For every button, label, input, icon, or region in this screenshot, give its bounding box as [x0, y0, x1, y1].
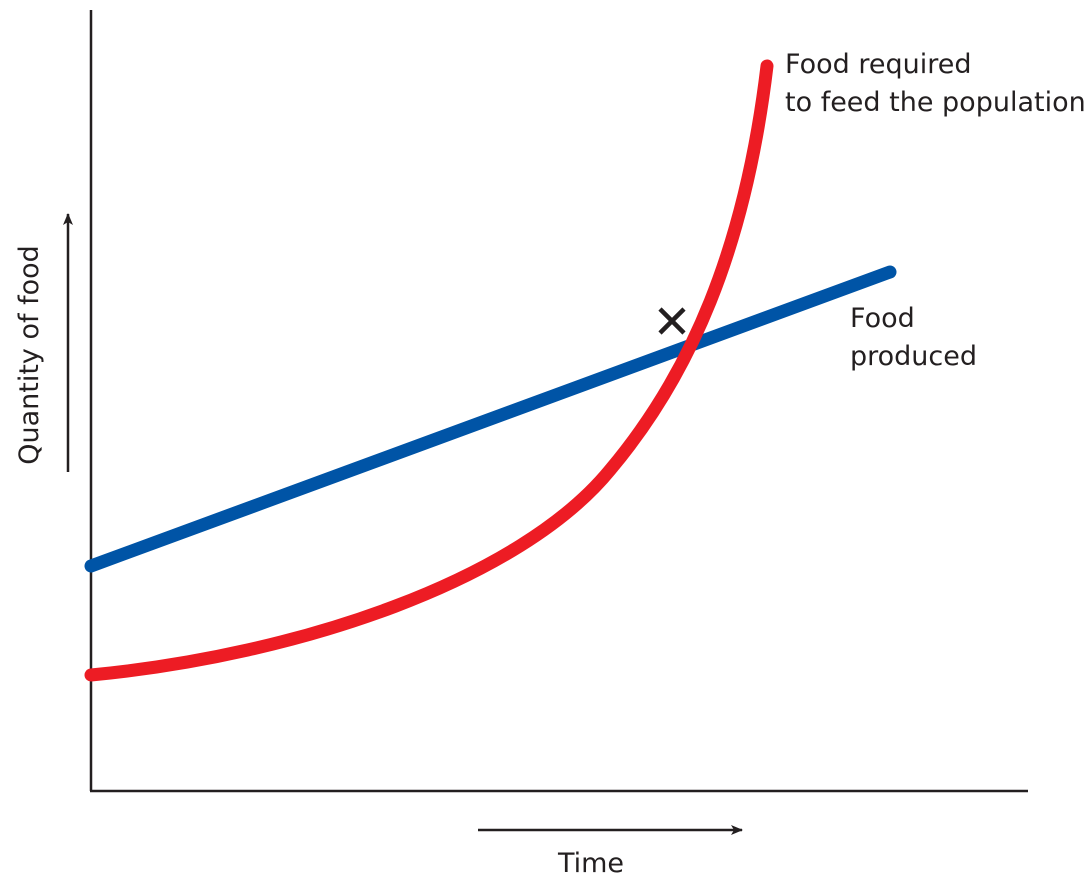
- x-axis-label: Time: [557, 848, 624, 877]
- y-axis-label: Quantity of food: [14, 245, 45, 465]
- curve-label: Food required: [785, 49, 971, 80]
- crossover-mark: [658, 307, 686, 335]
- curve-label: Food: [850, 303, 915, 334]
- curve-label: produced: [850, 341, 977, 372]
- curve-label: to feed the population: [785, 87, 1086, 118]
- food-required-curve: [84, 59, 774, 682]
- food-produced-line: [84, 265, 897, 573]
